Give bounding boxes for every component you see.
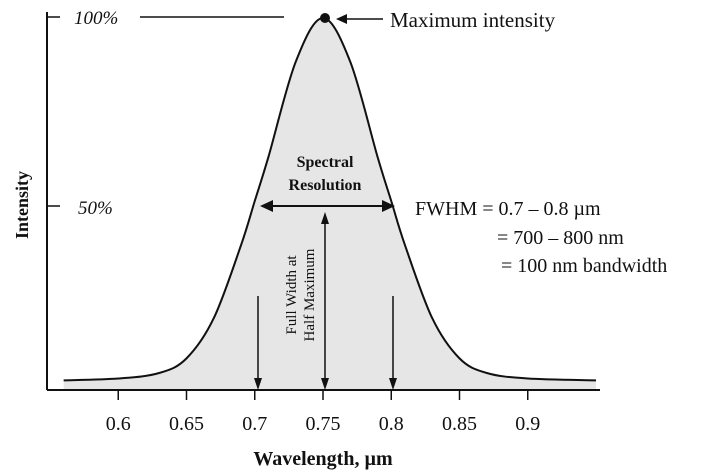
fwhm-vertical-label-1: Full Width at [284,255,300,335]
fwhm-line-3: = 100 nm bandwidth [501,255,667,277]
x-tick-label-0.7: 0.7 [242,413,267,435]
x-ticks: 0.6 0.65 0.7 0.75 0.8 0.85 0.9 [106,390,540,435]
spectral-resolution-arrowhead-left [260,200,273,212]
fwhm-vertical-label-2: Half Maximum [302,248,318,341]
x-tick-label-0.9: 0.9 [515,413,540,435]
curve-fill [63,18,596,390]
peak-dot [320,13,330,23]
arrow-0.75-head-bottom [321,378,329,390]
fwhm-line-2: = 700 – 800 nm [497,227,624,249]
spectral-resolution-label-2: Resolution [289,177,362,194]
x-axis-title: Wavelength, µm [253,448,393,470]
fwhm-line-1: FWHM = 0.7 – 0.8 µm [415,198,601,220]
x-tick-label-0.8: 0.8 [379,413,404,435]
spectral-resolution-label-1: Spectral [297,154,354,171]
max-intensity-label: Maximum intensity [390,8,556,32]
arrow-0.70-head [254,378,262,390]
spectral-resolution-arrowhead-right [382,200,395,212]
x-tick-label-0.65: 0.65 [169,413,204,435]
y-axis-title: Intensity [12,171,32,239]
x-tick-label-0.85: 0.85 [442,413,477,435]
arrow-0.75-head-top [321,212,329,224]
arrow-0.80-head [389,378,397,390]
x-tick-label-0.6: 0.6 [106,413,131,435]
y-label-100: 100% [74,8,118,29]
x-tick-label-0.75: 0.75 [306,413,341,435]
max-intensity-arrowhead [336,14,347,24]
y-label-50: 50% [78,198,113,219]
